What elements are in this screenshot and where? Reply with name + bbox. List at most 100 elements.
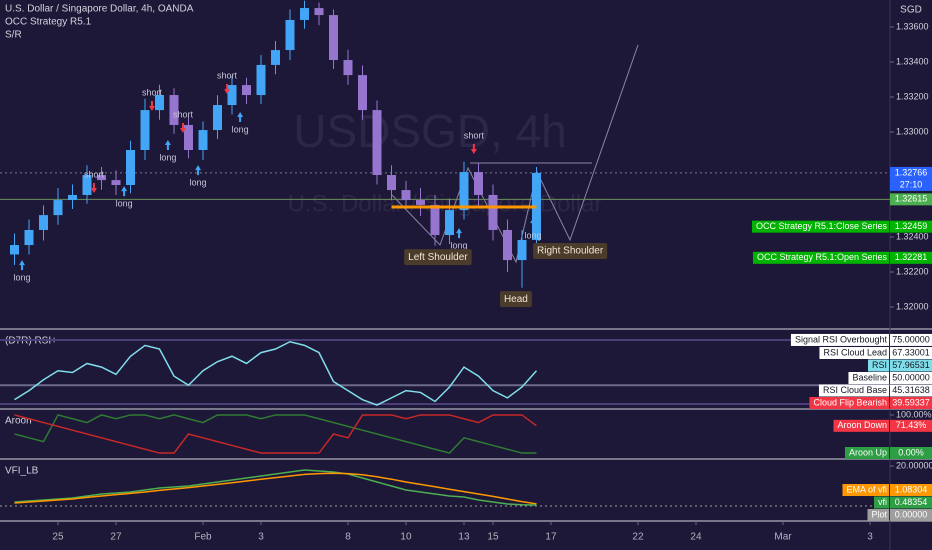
candle-body [82,175,92,195]
value-label: 0.00% [898,447,924,457]
y-tick-label: 1.33600 [896,21,929,31]
signal-arrow [195,165,202,176]
candle-body [183,124,193,150]
signal-arrow [224,83,231,94]
series-line [14,414,537,454]
signal-label: short [84,169,105,179]
value-label-box [890,509,932,521]
candle-body [299,8,309,20]
name-label: OCC Strategy R5.1:Close Series [756,221,888,231]
signal-arrow [148,100,155,111]
pane-title: (D7R) RSI+ [5,336,57,347]
name-label: RSI Cloud Base [823,385,887,395]
x-tick-label: 8 [345,532,351,543]
value-label: 1.32459 [895,221,928,231]
candle-body [241,85,251,96]
value-label-box [890,372,932,384]
value-label-box [890,419,932,432]
name-label-box [833,419,889,432]
series-line [14,469,537,506]
series-line [14,414,537,454]
signal-arrow [530,218,537,229]
candle-body [154,95,164,111]
value-label-box [890,397,932,409]
signal-label: short [173,109,194,119]
candle-body [285,19,295,51]
candle-body [401,190,411,201]
x-tick-label: Feb [194,532,212,543]
candle-body [96,175,106,181]
name-label-box [752,251,889,264]
name-label-box [874,496,889,509]
signal-arrow [164,140,171,151]
candle-body [256,64,266,96]
candle-body [270,50,280,65]
name-label-box [790,333,889,346]
y-tick-label: 100.00% [896,409,932,419]
annotation-box [404,249,472,266]
name-label: Plot [871,509,887,519]
candle-body [198,130,208,150]
name-label: RSI [872,360,887,370]
candle-body [459,172,469,211]
candle-body [473,172,483,195]
name-label-box [751,220,889,233]
value-label: 0.00000 [895,509,928,519]
name-label-box [844,447,889,459]
name-label: Aroon Down [837,420,887,430]
name-label-box [819,347,889,359]
y-tick-label: 1.32000 [896,301,929,311]
x-tick-label: 3 [258,532,264,543]
value-label-box [890,447,932,459]
signal-label: long [451,240,468,250]
x-tick-label: 15 [487,532,499,543]
name-label: Baseline [852,372,887,382]
name-label-box [848,372,889,384]
candle-body [212,105,222,131]
value-label-box [890,193,932,206]
indicator-name: OCC Strategy R5.1 [5,17,92,28]
signal-label: long [159,152,176,162]
x-tick-label: 24 [690,532,702,543]
countdown: 27:10 [900,179,923,189]
signal-label: short [142,87,163,97]
candle-body [314,8,324,16]
name-label-box [818,384,889,397]
value-label: 71.43% [896,420,927,430]
value-label-box [890,359,932,372]
candle-body [140,110,150,150]
value-label: 1.32281 [895,252,928,262]
candle-body [38,215,48,230]
name-label: OCC Strategy R5.1:Open Series [757,252,888,262]
candle-body [415,200,425,205]
chart-title: U.S. Dollar / Singapore Dollar, 4h, OAND… [5,4,194,15]
signal-label: long [232,124,249,134]
x-tick-label: 3 [867,532,873,543]
name-label-box [809,397,889,409]
y-tick-label: 1.33400 [896,56,929,66]
value-label: 57.96531 [892,360,930,370]
signal-label: short [217,70,238,80]
name-label: Signal RSI Overbought [795,334,888,344]
candle-body [372,110,382,176]
y-tick-label: 1.33200 [896,91,929,101]
value-label: 0.48354 [895,497,928,507]
axis-unit: SGD [900,5,922,16]
pane-title: Aroon [5,416,32,427]
indicator-name: S/R [5,30,22,41]
value-label: 50.00000 [892,372,930,382]
name-label: RSI Cloud Lead [823,347,887,357]
name-label: EMA of vfi [846,484,887,494]
signal-label: long [525,230,542,240]
candle-body [502,229,512,261]
signal-label: short [464,130,485,140]
signal-arrow [19,260,26,271]
name-label-box [867,359,889,372]
watermark: USDSGD, 4h [293,105,567,157]
candle-body [125,149,135,186]
signal-arrow [121,186,128,197]
candle-body [111,180,121,186]
name-label: Aroon Up [849,447,887,457]
y-tick-label: 20.00000 [896,460,932,470]
